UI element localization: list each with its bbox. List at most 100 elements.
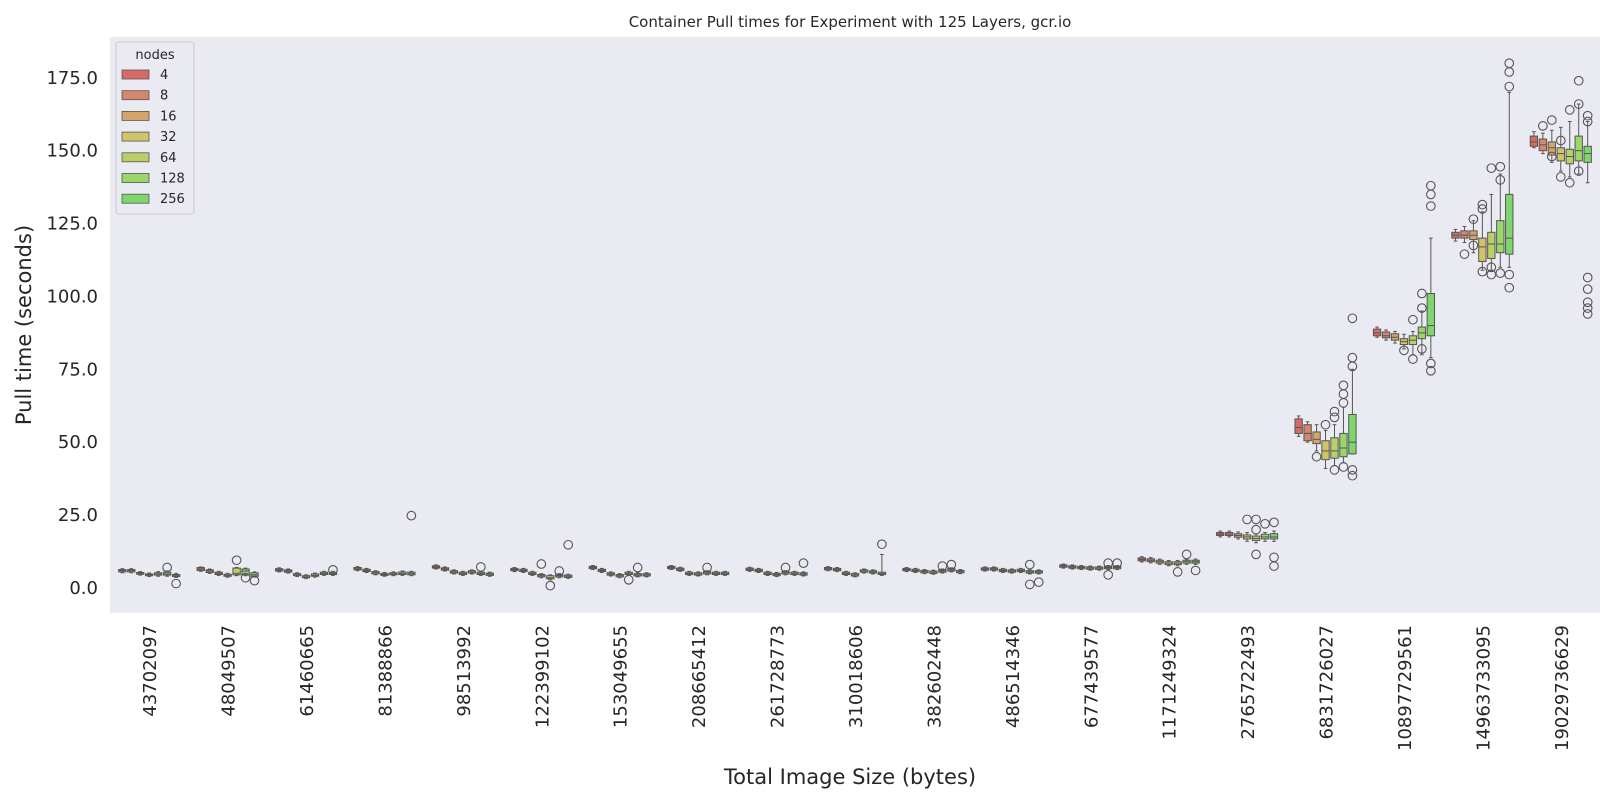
- legend: nodes 4 8 16 32 64 128 256: [115, 41, 195, 215]
- box: [241, 568, 250, 576]
- outlier-point: [1477, 204, 1488, 214]
- y-tick-label: 175.0: [46, 68, 98, 89]
- box: [1348, 413, 1357, 455]
- outlier-point: [475, 562, 486, 572]
- outlier-point: [1338, 462, 1349, 472]
- box: [232, 567, 241, 576]
- outlier-point: [1495, 161, 1506, 172]
- outlier-point: [1417, 303, 1427, 313]
- x-tick-label: 208665412: [689, 625, 710, 728]
- outlier-point: [1573, 166, 1584, 176]
- outlier-point: [1546, 151, 1557, 162]
- outlier-point: [937, 561, 948, 571]
- outlier-point: [1425, 201, 1436, 211]
- x-tick-label: 261728773: [768, 625, 789, 728]
- x-tick-label: 1171249324: [1160, 625, 1181, 740]
- outlier-point: [1329, 412, 1340, 423]
- outlier-point: [545, 580, 556, 591]
- outlier-point: [1172, 567, 1183, 577]
- outlier-point: [798, 558, 809, 569]
- y-axis-label: Pull time (seconds): [12, 225, 36, 425]
- outlier-point: [1582, 309, 1593, 319]
- outlier-point: [554, 566, 565, 576]
- outlier-point: [1564, 105, 1575, 115]
- box: [1529, 135, 1539, 147]
- box: [1426, 293, 1436, 337]
- outlier-point: [1269, 561, 1279, 571]
- outlier-point: [240, 572, 251, 583]
- box: [1487, 231, 1496, 260]
- legend-label: 8: [160, 89, 168, 104]
- legend-label: 128: [160, 172, 185, 187]
- x-tick-label: 19029736629: [1552, 625, 1573, 751]
- x-tick-label: 6831726027: [1317, 625, 1338, 740]
- outlier-point: [1468, 240, 1479, 251]
- legend-label: 32: [160, 130, 177, 145]
- outlier-point: [1347, 313, 1358, 324]
- outlier-point: [702, 562, 712, 573]
- legend-swatch: [121, 131, 150, 142]
- outlier-point: [877, 539, 887, 550]
- x-tick-label: 43702097: [140, 625, 161, 717]
- outlier-point: [1425, 189, 1436, 200]
- outlier-point: [1468, 214, 1479, 225]
- x-tick-label: 81388866: [375, 625, 396, 717]
- outlier-point: [406, 510, 417, 521]
- outlier-point: [536, 559, 547, 569]
- legend-label: 16: [160, 109, 177, 124]
- y-tick-label: 25.0: [58, 505, 98, 526]
- plot-background: [110, 37, 1600, 613]
- x-tick-label: 61460665: [297, 625, 318, 717]
- y-tick-label: 150.0: [46, 141, 98, 162]
- x-ticks: 43702097 48049507 61460665 81388866 98513992…: [140, 625, 1573, 751]
- chart-title: Container Pull times for Experiment with…: [629, 13, 1072, 31]
- box: [1381, 331, 1391, 339]
- outlier-point: [1251, 514, 1261, 525]
- outlier-point: [1555, 135, 1566, 146]
- legend-swatch: [121, 111, 150, 121]
- x-axis-label: Total Image Size (bytes): [723, 765, 976, 789]
- outlier-point: [1181, 549, 1192, 560]
- outlier-point: [1417, 344, 1427, 354]
- outlier-point: [1459, 249, 1470, 260]
- outlier-point: [1311, 451, 1322, 462]
- outlier-point: [1504, 282, 1515, 293]
- legend-swatch: [121, 173, 150, 183]
- box: [1583, 145, 1592, 163]
- outlier-point: [1260, 518, 1270, 529]
- outlier-point: [1504, 269, 1515, 280]
- box: [1547, 141, 1557, 156]
- outlier-point: [946, 559, 957, 570]
- y-tick-label: 0.0: [69, 578, 98, 599]
- outlier-point: [1425, 365, 1436, 376]
- y-tick-label: 75.0: [58, 359, 98, 380]
- box: [1321, 440, 1330, 461]
- x-tick-label: 153049655: [611, 625, 632, 728]
- x-tick-label: 677439577: [1081, 625, 1102, 728]
- legend-frame: [115, 41, 195, 215]
- y-tick-label: 125.0: [46, 214, 98, 235]
- outlier-point: [1338, 380, 1349, 391]
- outlier-point: [1582, 303, 1593, 313]
- box: [1505, 193, 1514, 255]
- outlier-point: [632, 562, 643, 573]
- outlier-point: [1103, 569, 1114, 580]
- box: [1294, 418, 1303, 434]
- box: [1330, 437, 1339, 459]
- outlier-point: [1190, 565, 1201, 576]
- outlier-point: [1329, 406, 1340, 417]
- outlier-point: [1582, 110, 1593, 121]
- outlier-point: [1024, 579, 1035, 590]
- outlier-point: [1251, 549, 1261, 560]
- box: [1303, 424, 1312, 442]
- outlier-point: [1024, 559, 1035, 570]
- x-tick-label: 98513992: [454, 625, 475, 717]
- outlier-point: [1477, 266, 1488, 277]
- box: [1556, 147, 1565, 162]
- legend-swatch: [121, 152, 150, 163]
- outlier-point: [1504, 67, 1515, 77]
- outlier-point: [1582, 297, 1593, 308]
- outlier-point: [231, 555, 242, 566]
